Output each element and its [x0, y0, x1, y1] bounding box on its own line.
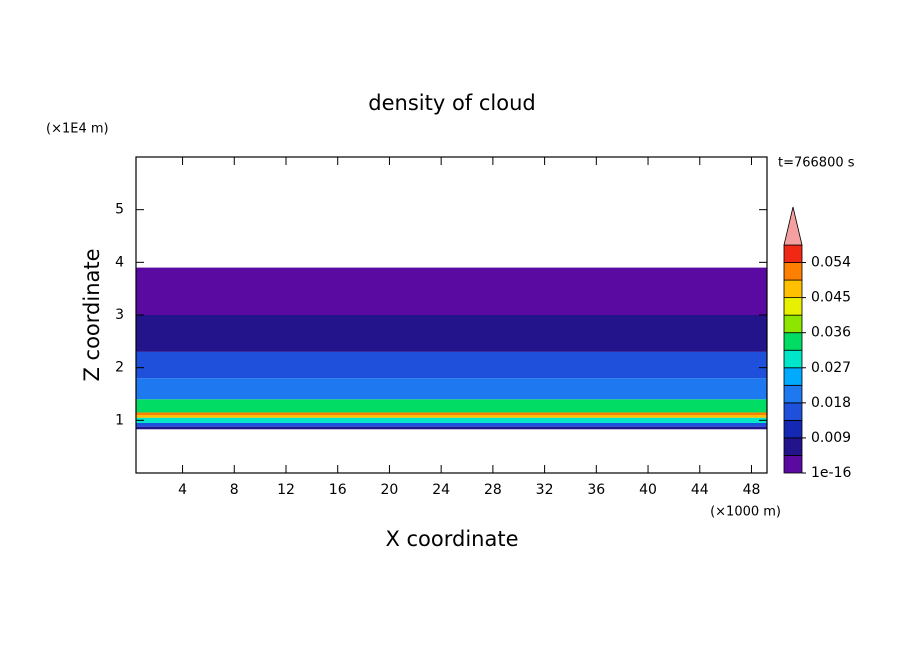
x-tick-label: 40: [639, 482, 657, 498]
colorbar-tick-label: 1e-16: [811, 465, 851, 481]
colorbar-box: [783, 437, 803, 456]
x-tick-label: 24: [432, 482, 450, 498]
colorbar-box: [783, 244, 803, 263]
colorbar-box: [783, 262, 803, 281]
y-axis-label: Z coordinate: [80, 248, 104, 381]
colorbar-tick-label: 0.036: [811, 325, 851, 341]
y-tick-label: 1: [115, 412, 124, 428]
colorbar-box: [783, 402, 803, 421]
contour-band: [136, 351, 767, 379]
y-tick-label: 5: [115, 202, 124, 218]
x-axis-label: X coordinate: [385, 527, 518, 551]
y-tick-label: 4: [115, 254, 124, 270]
time-label: t=766800 s: [778, 156, 855, 171]
colorbar-box: [783, 332, 803, 351]
contour-band: [136, 412, 767, 416]
y-tick-label: 3: [115, 307, 124, 323]
x-tick-label: 12: [277, 482, 295, 498]
x-tick-label: 20: [381, 482, 399, 498]
colorbar-box: [783, 455, 803, 474]
colorbar-tick-label: 0.009: [811, 430, 851, 446]
colorbar-tick-label: 0.054: [811, 255, 851, 271]
colorbar-box: [783, 367, 803, 386]
x-tick-label: 16: [329, 482, 347, 498]
contour-band: [136, 426, 767, 430]
colorbar-extension: [783, 206, 803, 246]
colorbar-box: [783, 297, 803, 316]
x-tick-label: 48: [743, 482, 761, 498]
x-unit: (×1000 m): [710, 505, 781, 520]
chart-title: density of cloud: [368, 91, 535, 115]
x-tick-label: 28: [484, 482, 502, 498]
colorbar-tick-label: 0.018: [811, 395, 851, 411]
colorbar-box: [783, 279, 803, 299]
colorbar-tick-label: 0.045: [811, 290, 851, 306]
colorbar-tick-label: 0.027: [811, 360, 851, 376]
x-tick-label: 4: [178, 482, 187, 498]
colorbar-box: [783, 419, 803, 439]
x-tick-label: 8: [230, 482, 239, 498]
contour-band: [136, 267, 767, 315]
contour-band: [136, 399, 767, 413]
x-tick-label: 36: [587, 482, 605, 498]
colorbar-box: [783, 349, 803, 369]
x-tick-label: 44: [691, 482, 709, 498]
colorbar-box: [783, 384, 803, 404]
x-tick-label: 32: [536, 482, 554, 498]
contour-band: [136, 415, 767, 418]
y-tick-label: 2: [115, 360, 124, 376]
y-unit: (×1E4 m): [46, 122, 109, 137]
contour-band: [136, 417, 767, 423]
contour-band: [136, 378, 767, 400]
contour-band: [136, 315, 767, 352]
contour-band: [136, 422, 767, 427]
colorbar-box: [783, 314, 803, 334]
